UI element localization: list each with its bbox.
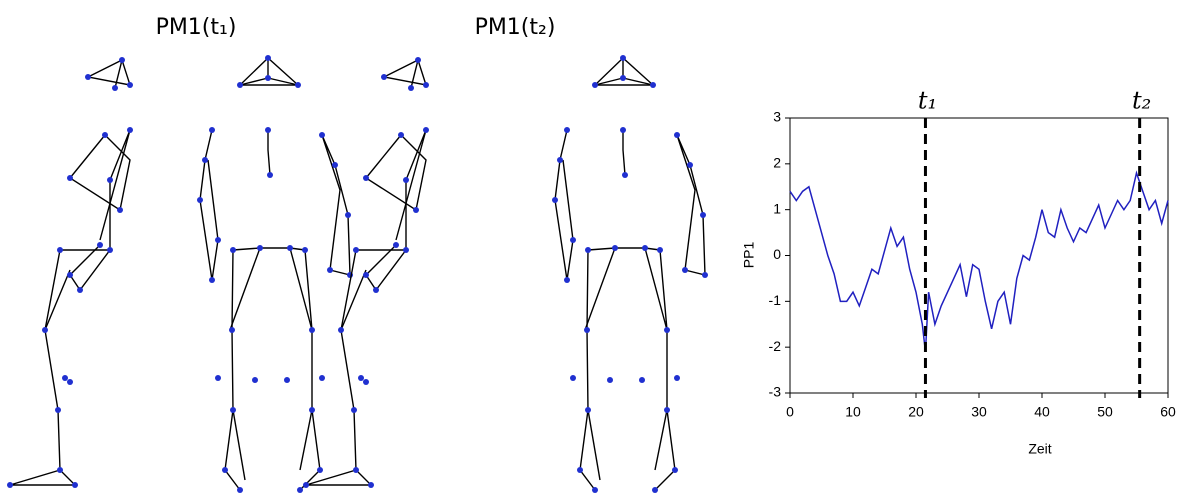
marker-label: t₁ <box>918 87 937 115</box>
y-axis-label: PP1 <box>741 242 757 269</box>
x-tick-label: 20 <box>908 404 924 420</box>
x-tick-label: 50 <box>1097 404 1113 420</box>
x-tick-label: 0 <box>786 404 794 420</box>
skeleton-side <box>7 57 133 488</box>
plot-frame <box>790 118 1168 393</box>
y-tick-label: -3 <box>769 384 782 400</box>
skeleton-side <box>303 57 429 488</box>
data-line <box>790 173 1168 352</box>
x-tick-label: 10 <box>845 404 861 420</box>
x-tick-label: 60 <box>1160 404 1176 420</box>
y-tick-label: -2 <box>769 338 782 354</box>
skeleton-front <box>197 55 353 493</box>
y-tick-label: 2 <box>773 155 781 171</box>
y-tick-label: 0 <box>773 246 781 262</box>
skeleton-front <box>552 55 708 493</box>
y-tick-label: 1 <box>773 200 781 216</box>
y-tick-label: -1 <box>769 292 782 308</box>
y-tick-label: 3 <box>773 109 781 125</box>
panel-label: PM1(t₂) <box>475 15 556 40</box>
figure: PM1(t₁) PM1(t₂) Zeit PP1 0102030405060-3… <box>0 0 1182 493</box>
panel-label: PM1(t₁) <box>156 15 237 40</box>
x-tick-label: 30 <box>971 404 987 420</box>
x-tick-label: 40 <box>1034 404 1050 420</box>
marker-label: t₂ <box>1132 87 1151 115</box>
x-axis-label: Zeit <box>1028 441 1051 457</box>
